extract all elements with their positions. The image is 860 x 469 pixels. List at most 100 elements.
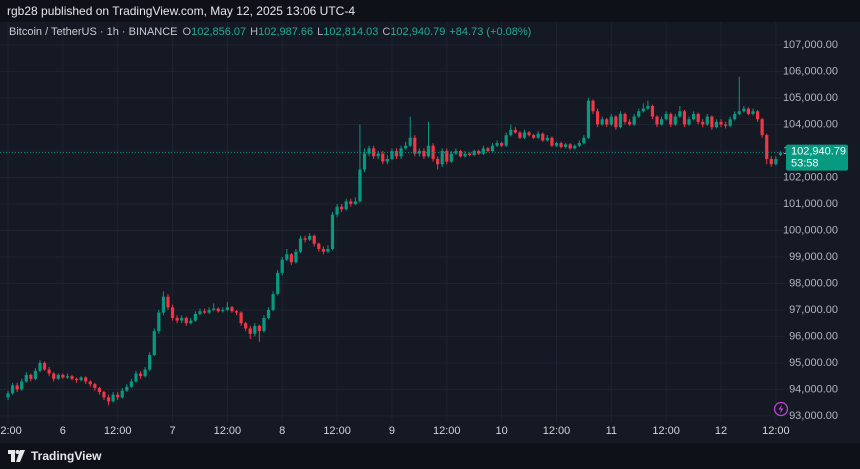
candle-body (125, 386, 129, 391)
candle-body (312, 235, 316, 244)
open-value: 102,856.07 (191, 26, 247, 38)
candle-body (509, 129, 513, 136)
candle-body (56, 374, 60, 379)
candle-body (518, 132, 522, 138)
candle-body (207, 309, 211, 313)
candle-body (353, 201, 357, 204)
candle-body (15, 385, 19, 390)
candle-body (189, 320, 193, 324)
candle-body (308, 235, 312, 240)
candle-body (422, 151, 426, 157)
candle-body (417, 151, 421, 154)
candle-body (723, 124, 728, 126)
candle-body (97, 388, 102, 393)
candle-body (6, 393, 10, 398)
candle-body (536, 133, 540, 138)
candle-body (143, 369, 147, 377)
candle-body (234, 311, 239, 313)
y-tick-label: 104,000.00 (783, 118, 838, 130)
candle-body (468, 153, 472, 155)
candle-body (358, 169, 362, 202)
candle-body (216, 308, 220, 312)
candle-body (632, 116, 636, 125)
candle-body (244, 323, 248, 329)
candle-body (70, 376, 74, 379)
candle-body (340, 206, 344, 210)
symbol[interactable]: Bitcoin / TetherUS · 1h · BINANCE (9, 26, 178, 38)
candle-body (413, 137, 417, 154)
brand-logo (8, 450, 25, 462)
candle-body (618, 113, 623, 128)
candle-body (449, 153, 453, 162)
y-tick-label: 98,000.00 (789, 277, 838, 289)
x-tick-label: 12:00 (433, 425, 461, 437)
candle-body (696, 113, 700, 122)
candle-body (20, 381, 24, 390)
candle-body (532, 135, 536, 138)
candle-body (266, 309, 271, 318)
candle-body (157, 312, 161, 332)
candle-body (289, 254, 293, 263)
x-tick-label: 12 (715, 425, 727, 437)
candle-body (184, 317, 188, 324)
y-tick-label: 107,000.00 (783, 39, 838, 51)
candle-body (225, 307, 229, 310)
alert-icon[interactable] (773, 401, 789, 417)
candle-body (65, 376, 70, 378)
candle-body (454, 151, 458, 154)
x-tick-label: 12:00 (543, 425, 571, 437)
candle-body (573, 145, 577, 149)
candle-body (554, 143, 559, 146)
candle-body (38, 362, 42, 371)
candle-body (61, 374, 65, 378)
candle-body (47, 369, 51, 374)
x-tick-label: 9 (389, 425, 395, 437)
candles (6, 76, 783, 406)
candle-body (74, 378, 79, 381)
candle-body (463, 153, 467, 157)
candle-body (326, 249, 330, 252)
candle-body (193, 313, 197, 321)
candle-body (367, 148, 371, 154)
candle-body (399, 148, 403, 157)
y-tick-label: 93,000.00 (789, 410, 838, 422)
low-key: L (317, 26, 324, 38)
candle-body (477, 151, 481, 154)
candle-body (257, 325, 261, 332)
candle-body (381, 153, 385, 162)
candle-body (148, 354, 152, 370)
open-key: O (182, 26, 192, 38)
candle-body (372, 148, 376, 157)
candle-body (298, 238, 303, 252)
candle-body (669, 113, 673, 125)
y-tick-label: 102,000.00 (783, 171, 838, 183)
high-key: H (250, 26, 259, 38)
x-tick-label: 11 (606, 425, 617, 437)
candle-body (138, 373, 143, 377)
candle-body (221, 309, 225, 312)
candle-body (404, 145, 408, 149)
candle-body (152, 331, 156, 355)
candle-body (394, 151, 399, 157)
candle-body (737, 111, 741, 114)
candle-body (742, 108, 746, 112)
candle-body (376, 153, 380, 157)
candle-body (102, 392, 106, 398)
candle-body (362, 153, 367, 170)
candle-body (628, 121, 632, 125)
candle-body (170, 307, 175, 318)
close-key: C (382, 26, 391, 38)
candle-body (582, 137, 586, 144)
candle-body (445, 151, 449, 162)
last-price-label: 102,940.79 (791, 145, 846, 157)
countdown-label: 53:58 (791, 157, 819, 169)
candle-body (755, 111, 760, 120)
candle-body (719, 121, 723, 125)
axes: 93,000.00 94,000.00 95,000.00 96,000.00 97,0… (0, 39, 848, 437)
brand-name[interactable]: TradingView (31, 449, 102, 463)
candle-body (490, 145, 495, 152)
candle-body (655, 116, 659, 125)
candle-body (321, 249, 325, 252)
candle-body (349, 201, 353, 204)
candle-body (280, 259, 284, 273)
